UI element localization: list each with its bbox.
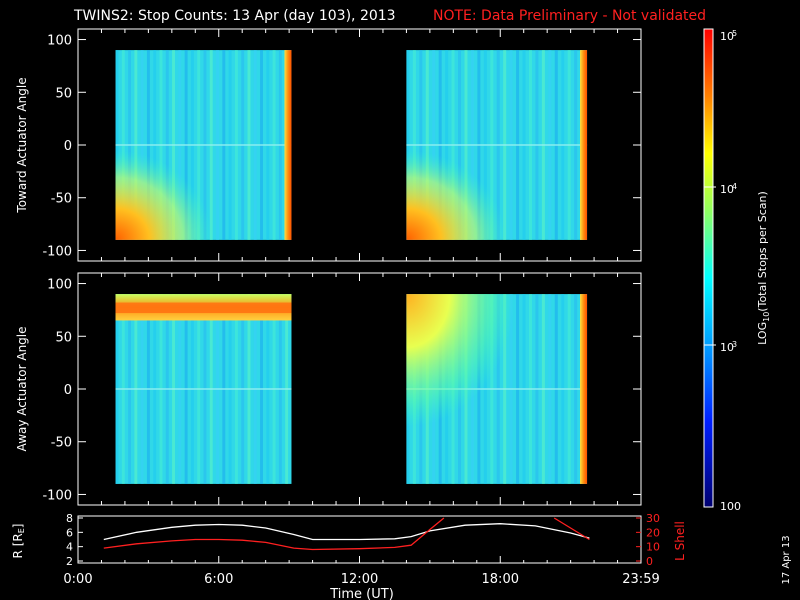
y-tick-label: 10 (646, 541, 660, 554)
colorbar-tick-base: 10 (720, 341, 734, 354)
colorbar-tick-min: 100 (720, 500, 741, 513)
zero-angle-line (115, 388, 292, 390)
y-tick-label: -100 (42, 244, 72, 259)
colorbar-tick-exp: 5 (732, 29, 737, 38)
y-tick-label: -50 (51, 436, 72, 451)
y-tick-label: 2 (66, 555, 73, 568)
panel-away: 100 50 0 -50 -100 Away Actuator Angle (15, 272, 642, 506)
y-axis-label: Away Actuator Angle (15, 326, 29, 451)
data-block (406, 50, 588, 240)
hot-region (406, 294, 515, 427)
x-tick-label: 0:00 (63, 572, 92, 587)
hot-band-core (115, 302, 292, 314)
r-axis-label: R [RE] (11, 524, 26, 559)
x-axis-label: Time (UT) (329, 587, 394, 600)
data-block (406, 294, 588, 484)
hot-region (406, 150, 506, 240)
x-tick-label: 23:59 (622, 572, 659, 587)
x-tick-label: 12:00 (341, 572, 378, 587)
y-tick-label: 100 (47, 34, 72, 49)
hot-edge (580, 294, 588, 484)
lshell-series-line (103, 517, 445, 551)
y-tick-label: 0 (64, 383, 72, 398)
y-tick-label: -50 (51, 192, 72, 207)
colorbar-label: LOG10(Total Stops per Scan) (756, 191, 771, 345)
colorbar-tick-exp: 4 (732, 182, 737, 191)
chart-title: TWINS2: Stop Counts: 13 Apr (day 103), 2… (73, 8, 396, 24)
panel-toward: 100 50 0 -50 -100 Toward Actuator Angle (15, 28, 642, 262)
preliminary-note: NOTE: Data Preliminary - Not validated (433, 8, 706, 24)
x-tick-label: 18:00 (482, 572, 519, 587)
date-stamp: 17 Apr 13 (781, 535, 792, 584)
y-tick-label: 30 (646, 512, 660, 525)
y-tick-label: 0 (64, 139, 72, 154)
lshell-series-line (553, 517, 590, 541)
y-tick-label: 20 (646, 526, 660, 539)
y-ticks: 100 50 0 -50 -100 (42, 273, 642, 505)
colorbar-tick-exp: 3 (732, 340, 737, 349)
hot-edge (580, 50, 588, 240)
y-tick-label: -100 (42, 488, 72, 503)
y-tick-label: 4 (66, 541, 73, 554)
data-block (115, 50, 292, 240)
y-tick-label: 0 (646, 555, 653, 568)
y-axis-label: Toward Actuator Angle (15, 77, 29, 213)
y-tick-label: 8 (66, 512, 73, 525)
heatmap-cells (115, 294, 588, 484)
colorbar-tick-base: 10 (720, 183, 734, 196)
x-ticks: 0:00 6:00 12:00 18:00 23:59 (63, 556, 660, 587)
colorbar-gradient (703, 28, 714, 508)
orbit-lines (103, 517, 590, 551)
data-block (115, 294, 292, 484)
colorbar: 10 5 10 4 10 3 100 LOG10(Total Stops per… (703, 28, 771, 513)
zero-angle-line (115, 144, 292, 146)
hot-edge (284, 50, 292, 240)
hot-region (115, 150, 213, 240)
y-ticks: 100 50 0 -50 -100 (42, 29, 642, 261)
y-tick-label: 50 (55, 86, 72, 101)
x-tick-label: 6:00 (204, 572, 233, 587)
left-ticks: 24 68 (66, 512, 83, 568)
y-tick-label: 100 (47, 278, 72, 293)
y-tick-label: 6 (66, 526, 73, 539)
y-tick-label: 50 (55, 330, 72, 345)
lshell-axis-label: L Shell (673, 521, 687, 561)
heatmap-cells (115, 50, 588, 240)
zero-angle-line (406, 144, 588, 146)
r-series-line (103, 523, 590, 541)
colorbar-tick-base: 10 (720, 30, 734, 43)
